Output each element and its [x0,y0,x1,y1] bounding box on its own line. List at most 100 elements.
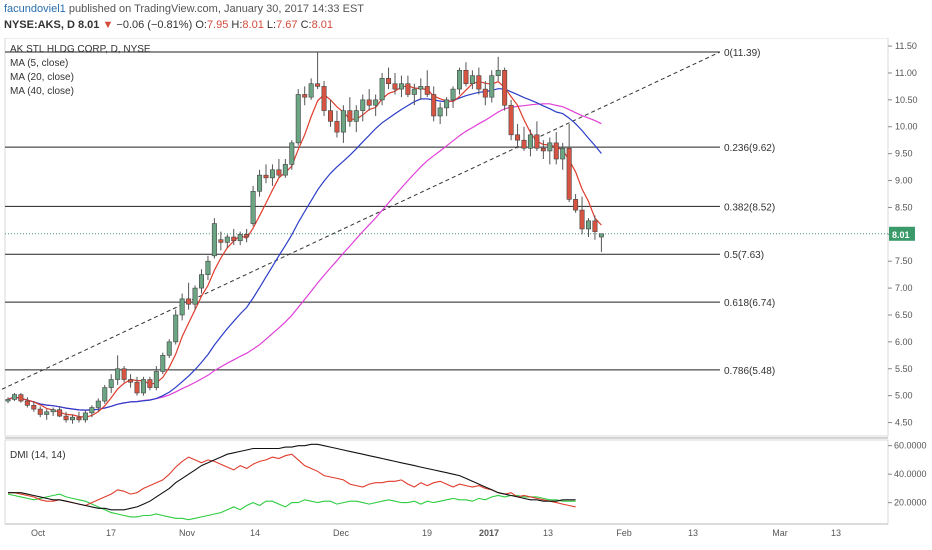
candle [250,185,256,227]
candle-body [340,110,346,133]
candle [282,159,288,178]
candle [57,406,63,418]
candle [179,293,185,321]
high-label: H: [231,19,243,31]
time-tick-label: Oct [31,528,46,538]
candle [24,397,30,408]
time-tick-label: 13 [543,528,553,538]
candle [373,94,379,116]
candle [527,129,533,157]
candle [18,392,24,403]
candle-body [450,88,456,101]
legend-ma40: MA (40, close) [10,86,74,97]
last-price: 8.01 [77,19,100,31]
legend-ma5: MA (5, close) [10,58,68,69]
candle [521,126,527,151]
candle [128,374,134,388]
author-link[interactable]: facundoviel1 [4,3,66,15]
candle-body [560,147,566,160]
candle [547,137,553,165]
candle-body [489,75,495,98]
chart-title: AK STL HLDG CORP, D, NYSE [10,44,151,55]
candle-body [102,387,108,402]
candle-body [373,99,379,106]
trendline[interactable] [1,51,721,390]
candle [70,414,76,424]
candle-body [302,94,308,98]
candle [418,78,424,100]
candle-body [166,341,172,356]
candle [89,405,95,418]
candle-body [160,355,166,372]
candle-body [521,139,527,149]
candle-body [24,400,30,406]
candle-body [456,69,462,90]
quote-line: NYSE:AKS, D 8.01 ▼ −0.06 (−0.81%) O:7.95… [4,19,333,31]
candle-body [211,223,217,257]
price-tick-label: 9.00 [895,176,913,186]
candle-body [508,104,514,136]
candle-body [237,234,243,242]
time-tick-label: 2017 [479,528,499,538]
chart-area[interactable]: 0(11.39) 0.236(9.62) 0.382(8.52) 0.5(7.63) 0… [0,38,932,550]
candle-body [95,400,101,408]
price-axis[interactable]: 4.505.005.506.006.507.007.508.008.509.00… [888,41,918,428]
candle [153,366,159,391]
candle-body [282,164,288,176]
candle-body [553,142,559,160]
publish-bar: facundoviel1 published on TradingView.co… [0,0,932,20]
candle [450,86,456,108]
candle-body [573,199,579,211]
candle-body [153,371,159,388]
time-tick-label: Mar [772,528,788,538]
time-tick-label: 14 [250,528,260,538]
price-tick-label: 10.50 [895,95,918,105]
candle [424,70,430,98]
candle [585,218,591,237]
candle [398,75,404,98]
candle-body [347,110,353,122]
open-value: 7.95 [206,19,229,31]
candle-body [540,147,546,152]
candle [95,398,101,412]
candle [353,105,359,133]
candle-body [386,78,392,85]
candle [102,384,108,404]
ma20-line [7,88,602,411]
candle-body [405,83,411,95]
candle-body [205,260,211,275]
candle-body [63,415,69,421]
candle [456,67,462,95]
candle-body [585,220,591,230]
price-tick-label: 5.50 [895,364,913,374]
symbol-label: NYSE:AKS, D [4,19,75,31]
price-tick-label: 6.00 [895,337,913,347]
low-value: 7.67 [276,19,298,31]
dmi-tick-label: 40.0000 [894,469,927,479]
price-tick-label: 10.00 [895,122,918,132]
candle [224,234,230,248]
candle-body [250,190,256,224]
candle-body [128,379,134,383]
candle-body [398,83,404,90]
candle [560,142,566,170]
fib-label: 0.382(8.52) [724,202,775,213]
candle-body [334,121,340,133]
candle [186,282,192,310]
price-tick-label: 8.50 [895,202,913,212]
candle-body [115,368,121,380]
time-axis[interactable]: Oct 17 Nov 14 Dec 19 2017 13 Feb 13 Mar 13 [5,523,888,538]
candle [340,105,346,143]
price-tick-label: 11.00 [895,68,917,78]
candle [44,409,50,420]
candle [192,285,198,310]
candle-body [289,142,295,165]
candle [115,355,121,385]
candle-body [31,405,37,410]
candle-body [392,83,398,90]
candle-body [547,142,553,152]
candle [405,75,411,98]
candle-body [366,99,372,106]
open-label: O: [195,19,207,31]
candle [347,97,353,127]
